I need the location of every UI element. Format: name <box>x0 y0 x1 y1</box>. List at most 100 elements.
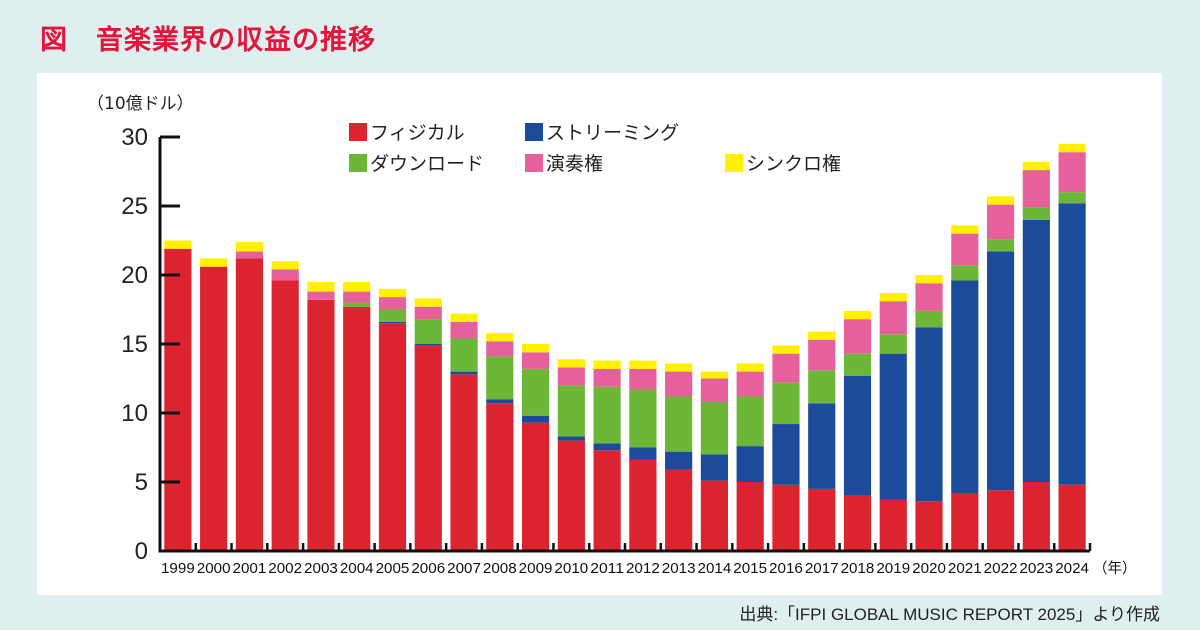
bar-segment-2017-s3 <box>808 339 836 371</box>
bar-segment-2014-s2 <box>700 401 729 455</box>
bar-segment-2016-s0 <box>772 484 800 551</box>
x-tick-label: 2013 <box>662 561 696 577</box>
bar-segment-2016-s2 <box>772 382 800 425</box>
bar-stack-2018 <box>843 310 872 551</box>
bar-segment-2018-s2 <box>843 353 872 376</box>
bar-segment-2023-s2 <box>1022 207 1050 220</box>
bar-stack-2004 <box>343 281 371 551</box>
bar-segment-2015-s3 <box>736 371 764 397</box>
bar-segment-2020-s4 <box>915 275 943 284</box>
bar-segment-2012-s3 <box>629 368 657 390</box>
y-tick-label: 10 <box>121 400 148 427</box>
bar-segment-2021-s4 <box>951 225 979 234</box>
bar-segment-2019-s3 <box>879 301 907 335</box>
bar-segment-2015-s0 <box>736 482 764 551</box>
bar-segment-2003-s4 <box>307 281 335 292</box>
bar-segment-2015-s2 <box>736 396 764 447</box>
bar-segment-2018-s0 <box>843 495 872 551</box>
legend-label: シンクロ権 <box>746 153 841 175</box>
y-tick-label: 25 <box>121 193 148 220</box>
bar-segment-2012-s4 <box>629 360 657 369</box>
bars-layer <box>164 143 1086 551</box>
bar-segment-2005-s1 <box>378 321 407 324</box>
figure-title: 図 音楽業界の収益の推移 <box>40 25 376 56</box>
bar-segment-2024-s2 <box>1058 192 1086 204</box>
bar-segment-2011-s2 <box>593 386 621 444</box>
legend-item: シンクロ権 <box>725 153 841 175</box>
bar-segment-2009-s2 <box>521 368 550 416</box>
bar-segment-1999-s0 <box>164 248 192 551</box>
bar-segment-2016-s4 <box>772 345 800 354</box>
bar-segment-2017-s0 <box>808 488 836 551</box>
bar-stack-2020 <box>915 275 943 551</box>
x-tick-label: 2003 <box>304 561 338 577</box>
bar-segment-2009-s3 <box>521 352 550 369</box>
bar-stack-2019 <box>879 292 907 551</box>
legend-swatch <box>349 154 367 172</box>
bar-segment-2023-s3 <box>1022 170 1050 208</box>
bar-segment-2024-s0 <box>1058 484 1086 551</box>
bar-segment-2004-s4 <box>343 281 371 292</box>
x-tick-label: 2005 <box>376 561 410 577</box>
bar-stack-2016 <box>772 345 800 551</box>
x-tick-label: 2015 <box>733 561 767 577</box>
bar-segment-2021-s0 <box>951 493 979 551</box>
bar-segment-2000-s0 <box>200 266 228 551</box>
bar-segment-2012-s0 <box>629 459 657 551</box>
bar-stack-2000 <box>200 258 228 551</box>
legend-swatch <box>525 123 543 141</box>
bar-segment-2017-s4 <box>808 331 836 340</box>
bar-stack-2015 <box>736 363 764 551</box>
bar-segment-2016-s1 <box>772 424 800 485</box>
bar-segment-2021-s1 <box>951 280 979 494</box>
bar-segment-2010-s0 <box>557 440 585 551</box>
legend-swatch <box>725 154 743 172</box>
bar-segment-2019-s2 <box>879 334 907 354</box>
bar-segment-2014-s4 <box>700 371 729 379</box>
x-tick-label: 2024 <box>1055 561 1089 577</box>
bar-segment-2013-s4 <box>665 363 693 372</box>
bar-segment-2018-s3 <box>843 319 872 354</box>
bar-segment-2018-s1 <box>843 375 872 496</box>
bar-segment-2001-s0 <box>235 258 264 551</box>
bar-segment-2007-s2 <box>450 338 478 372</box>
x-tick-label: 2021 <box>948 561 982 577</box>
legend-label: 演奏権 <box>546 153 603 175</box>
bar-segment-2009-s0 <box>521 422 550 551</box>
bar-stack-2021 <box>951 225 979 551</box>
bar-segment-2021-s2 <box>951 265 979 281</box>
bar-segment-2021-s3 <box>951 233 979 266</box>
bar-segment-2013-s2 <box>665 396 693 452</box>
bar-segment-2006-s3 <box>414 306 442 320</box>
bar-stack-2022 <box>986 196 1015 551</box>
bar-segment-2010-s2 <box>557 385 585 437</box>
x-tick-label: 2002 <box>268 561 302 577</box>
bar-segment-2017-s1 <box>808 403 836 489</box>
bar-segment-2012-s1 <box>629 447 657 460</box>
bar-segment-2005-s0 <box>378 323 407 551</box>
bar-segment-2009-s1 <box>521 415 550 423</box>
x-tick-label: 2018 <box>841 561 875 577</box>
bar-segment-2020-s1 <box>915 327 943 502</box>
x-tick-label: 2012 <box>626 561 660 577</box>
x-tick-label: 2001 <box>233 561 267 577</box>
bar-stack-2012 <box>629 360 657 551</box>
bar-segment-2003-s0 <box>307 299 335 551</box>
bar-segment-2011-s3 <box>593 368 621 387</box>
bar-segment-2020-s0 <box>915 501 943 551</box>
bar-segment-2024-s4 <box>1058 143 1086 153</box>
bar-segment-2011-s1 <box>593 443 621 451</box>
x-tick-label: 2008 <box>483 561 517 577</box>
bar-stack-2001 <box>235 241 264 551</box>
x-tick-label: 2007 <box>447 561 481 577</box>
bar-segment-2005-s4 <box>378 288 407 298</box>
x-tick-label: 2020 <box>912 561 946 577</box>
x-tick-label: 2006 <box>411 561 445 577</box>
y-tick-label: 15 <box>121 331 148 358</box>
x-axis-unit-label: （年） <box>1093 560 1137 577</box>
bar-segment-2007-s0 <box>450 374 478 551</box>
bar-segment-2014-s3 <box>700 378 729 402</box>
bar-segment-2012-s2 <box>629 389 657 448</box>
